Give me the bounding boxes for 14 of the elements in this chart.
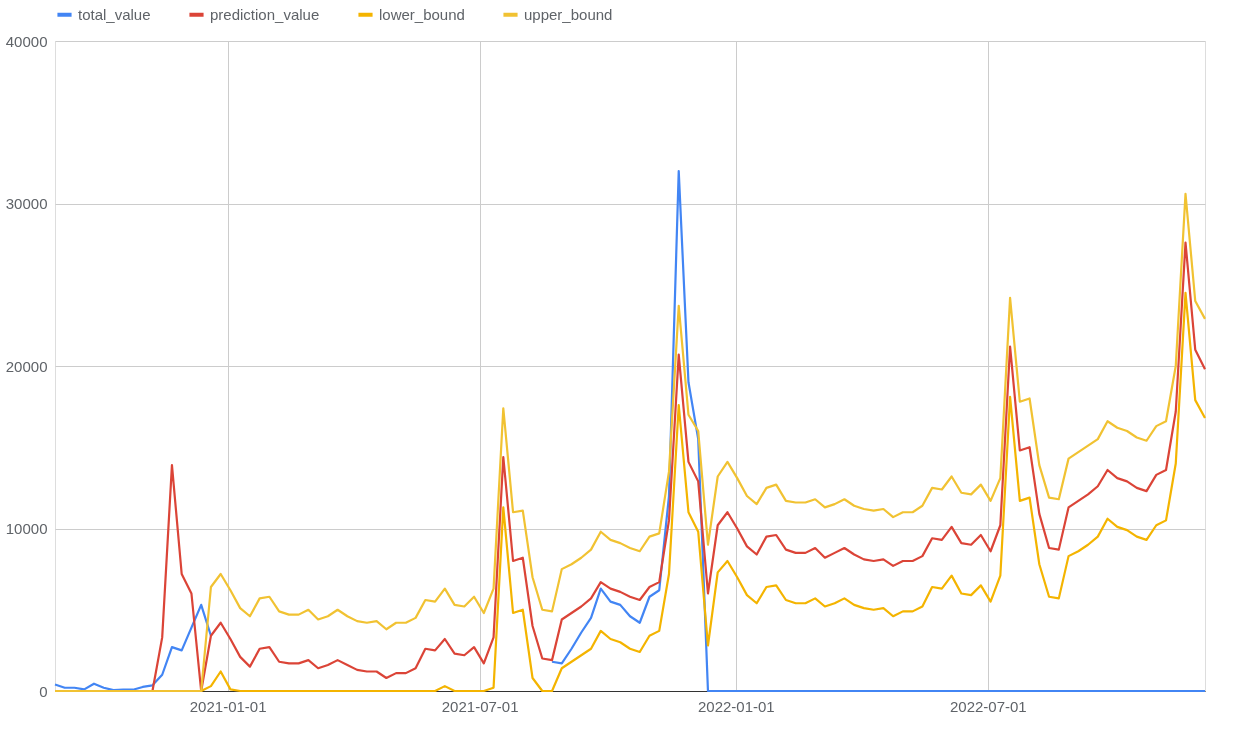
y-tick-label: 40000 — [5, 32, 48, 50]
legend-label: prediction_value — [210, 5, 320, 23]
legend-label: lower_bound — [379, 5, 465, 23]
y-tick-label: 10000 — [5, 520, 48, 537]
legend-label: total_value — [78, 5, 151, 23]
x-tick-label: 2022-07-01 — [949, 697, 1027, 715]
x-tick-label: 2022-01-01 — [697, 697, 775, 715]
y-tick-label: 30000 — [5, 195, 48, 212]
x-tick-label: 2021-01-01 — [189, 697, 267, 715]
y-tick-label: 0 — [39, 682, 48, 700]
line-series — [151, 241, 1207, 693]
legend-label: upper_bound — [524, 5, 613, 23]
y-tick-label: 20000 — [5, 357, 48, 375]
x-tick-label: 2021-07-01 — [441, 697, 519, 715]
